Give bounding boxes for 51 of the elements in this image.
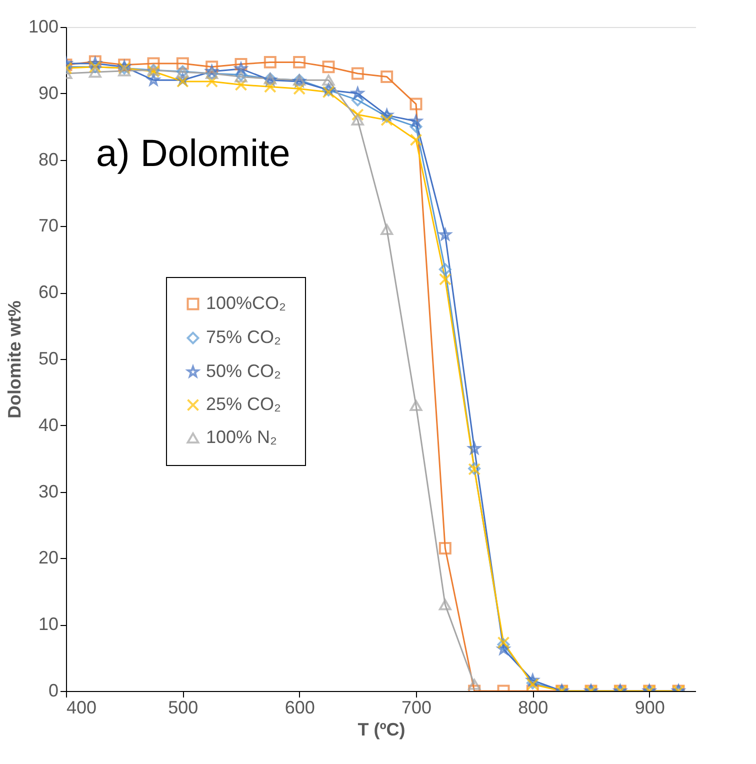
y-tick-label: 90 xyxy=(38,82,58,103)
point xyxy=(410,98,422,110)
point xyxy=(118,65,131,76)
y-tick-label: 30 xyxy=(38,481,58,502)
y-tick-label: 70 xyxy=(38,216,58,236)
y-axis-title: Dolomite wt% xyxy=(4,300,24,419)
x-tick-label: 600 xyxy=(284,698,315,718)
point xyxy=(176,75,189,88)
point xyxy=(293,56,306,68)
point xyxy=(234,78,248,92)
x-tick-label: 700 xyxy=(401,698,432,718)
point xyxy=(264,80,276,94)
x-tick-label: 400 xyxy=(66,698,97,718)
point xyxy=(322,60,335,74)
point xyxy=(206,60,218,74)
x-axis-title: T (ºC) xyxy=(358,720,406,740)
point xyxy=(438,273,452,286)
y-tick-label: 20 xyxy=(38,548,58,568)
point xyxy=(410,134,422,146)
legend-label: 25% CO₂ xyxy=(206,394,282,414)
point xyxy=(351,108,364,121)
point xyxy=(380,114,394,126)
x-tick-label: 500 xyxy=(168,698,198,718)
y-tick-label: 60 xyxy=(38,282,58,302)
annotation: a) Dolomite xyxy=(96,133,290,175)
legend-label: 100% N₂ xyxy=(206,427,278,447)
point xyxy=(351,114,364,126)
x-tick-label: 800 xyxy=(518,698,548,718)
x-tick-label: 900 xyxy=(634,698,665,718)
point xyxy=(176,57,189,70)
point xyxy=(351,94,364,106)
legend-label: 50% CO₂ xyxy=(206,361,282,381)
y-tick-label: 50 xyxy=(38,348,58,368)
legend-label: 75% CO₂ xyxy=(206,327,282,347)
point xyxy=(351,67,364,80)
point xyxy=(438,263,452,276)
y-tick-label: 100 xyxy=(28,16,58,36)
point xyxy=(88,66,102,78)
y-tick-label: 80 xyxy=(38,149,58,170)
point xyxy=(380,224,394,236)
y-tick-label: 0 xyxy=(48,680,58,700)
y-tick-label: 40 xyxy=(38,414,58,435)
point xyxy=(234,58,248,70)
point xyxy=(234,71,248,82)
y-tick-label: 10 xyxy=(38,614,58,634)
point xyxy=(380,70,394,84)
point xyxy=(410,120,422,133)
legend-label: 100%CO₂ xyxy=(206,293,286,313)
point xyxy=(147,57,160,70)
point xyxy=(264,56,276,68)
point xyxy=(322,74,335,86)
